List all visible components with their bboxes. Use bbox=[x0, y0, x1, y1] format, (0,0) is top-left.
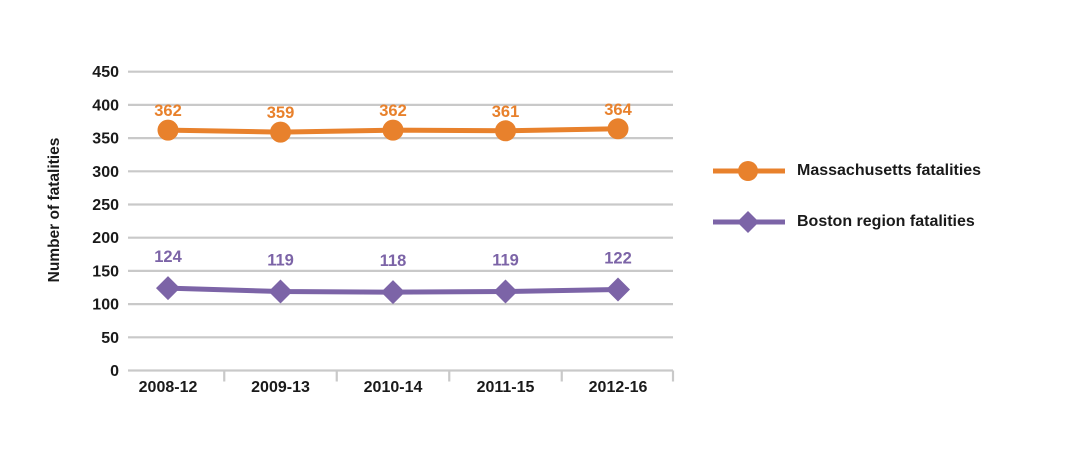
legend: Massachusetts fatalities Boston region f… bbox=[712, 157, 981, 236]
legend-item-boston-region-fatalities: Boston region fatalities bbox=[712, 208, 981, 236]
data-label: 359 bbox=[267, 104, 295, 122]
y-tick-label: 450 bbox=[92, 64, 119, 81]
y-tick-label: 300 bbox=[92, 164, 119, 181]
legend-diamond-marker-icon bbox=[713, 211, 785, 233]
data-marker-diamond bbox=[381, 280, 405, 305]
data-marker-circle bbox=[607, 118, 629, 140]
data-marker-diamond bbox=[493, 279, 518, 304]
data-label: 118 bbox=[380, 252, 407, 270]
legend-label-massachusetts: Massachusetts fatalities bbox=[797, 162, 982, 179]
data-marker-circle bbox=[270, 121, 291, 143]
data-label: 364 bbox=[604, 101, 632, 119]
data-marker-diamond bbox=[156, 276, 180, 301]
y-tick-label: 250 bbox=[92, 197, 119, 214]
x-tick-label: 2011-15 bbox=[477, 379, 535, 396]
data-label: 362 bbox=[154, 102, 182, 120]
data-label: 119 bbox=[267, 251, 294, 269]
legend-label-boston-region: Boston region fatalities bbox=[797, 213, 975, 230]
x-tick-label: 2009-13 bbox=[251, 379, 310, 396]
x-tick-label: 2008-12 bbox=[139, 379, 198, 396]
data-label: 122 bbox=[604, 249, 632, 267]
data-marker-circle bbox=[382, 119, 404, 141]
data-label: 124 bbox=[154, 248, 182, 266]
data-marker-diamond bbox=[268, 279, 293, 304]
data-marker-diamond bbox=[606, 277, 630, 302]
y-tick-label: 50 bbox=[101, 330, 119, 347]
y-tick-label: 100 bbox=[92, 297, 119, 314]
legend-item-massachusetts-fatalities: Massachusetts fatalities bbox=[712, 157, 981, 185]
legend-circle-marker-icon bbox=[713, 161, 785, 181]
x-tick-label: 2012-16 bbox=[589, 379, 648, 396]
y-tick-label: 200 bbox=[92, 230, 119, 247]
data-label: 119 bbox=[492, 251, 519, 269]
data-label: 361 bbox=[492, 103, 520, 121]
data-label: 362 bbox=[379, 102, 407, 120]
y-tick-label: 150 bbox=[92, 263, 119, 280]
y-tick-label: 0 bbox=[110, 363, 119, 380]
y-tick-label: 400 bbox=[92, 97, 119, 114]
x-tick-label: 2010-14 bbox=[364, 379, 423, 396]
data-marker-circle bbox=[495, 120, 516, 142]
y-tick-label: 350 bbox=[92, 131, 119, 148]
data-marker-circle bbox=[157, 119, 179, 141]
